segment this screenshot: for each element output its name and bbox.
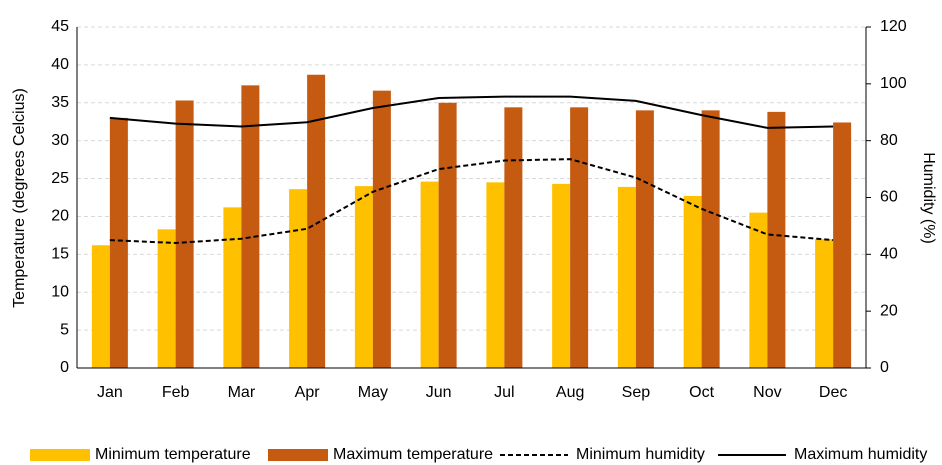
legend-swatch [30,449,90,461]
y-axis-label: Temperature (degrees Celcius) [11,88,28,308]
bar [504,107,523,368]
bar [420,181,439,368]
line [109,158,834,244]
x-tick-label: Oct [689,384,714,401]
bar [701,110,720,368]
y-tick-label: 30 [51,132,69,149]
x-tick-label: Jun [426,384,452,401]
legend-label: Maximum humidity [794,446,927,463]
x-tick-label: Mar [228,384,256,401]
y-tick-label: 25 [51,170,69,187]
y2-tick-label: 20 [880,302,898,319]
bar [223,207,242,368]
bar [486,182,505,368]
y-tick-label: 10 [51,283,69,300]
bar [833,122,852,368]
bar [91,245,110,368]
x-tick-label: May [358,384,388,401]
bar [438,102,457,369]
y-tick-label: 15 [51,246,69,263]
x-tick-label: Jul [494,384,514,401]
legend-label: Minimum humidity [576,446,705,463]
x-tick-label: Apr [295,384,321,401]
line [109,95,834,129]
bar [617,186,636,368]
bar [570,107,589,368]
bar [372,90,391,369]
y-tick-label: 45 [51,18,69,35]
bar [354,186,373,368]
y2-tick-label: 60 [880,189,898,206]
y-tick-label: 20 [51,208,69,225]
legend-label: Minimum temperature [95,446,251,463]
y2-tick-label: 80 [880,132,898,149]
bar [767,111,786,369]
y2-tick-label: 40 [880,246,898,263]
bar [552,183,571,368]
bar [683,195,702,368]
legend-swatch [268,449,328,461]
bar [175,100,194,368]
bar [109,117,128,368]
x-tick-label: Dec [819,384,847,401]
bar [157,229,176,368]
x-tick-label: Feb [162,384,190,401]
bar [635,110,654,368]
bar [815,239,834,368]
x-tick-label: Sep [622,384,651,401]
y2-axis-label: Humidity (%) [920,152,937,244]
bar [749,212,768,368]
bar [241,85,260,369]
y2-tick-label: 100 [880,75,907,92]
y-tick-label: 35 [51,94,69,111]
y-tick-label: 5 [60,321,69,338]
y2-tick-label: 120 [880,18,907,35]
x-tick-label: Jan [97,384,123,401]
y-tick-label: 40 [51,56,69,73]
y-tick-label: 0 [60,359,69,376]
bar [307,74,326,369]
legend-label: Maximum temperature [333,446,493,463]
x-tick-label: Nov [753,384,781,401]
bar [289,189,308,368]
x-tick-label: Aug [556,384,584,401]
y2-tick-label: 0 [880,359,889,376]
